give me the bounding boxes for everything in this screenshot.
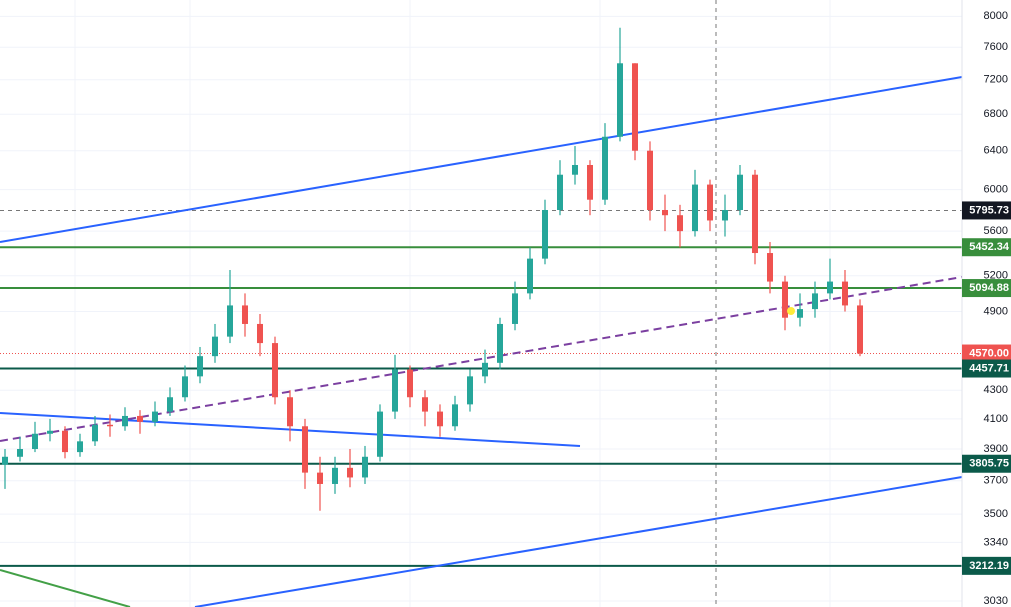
candle-body [197,356,203,377]
candle-body [602,136,608,200]
candle-body [182,376,188,398]
candle-body [857,305,863,354]
candle-body [527,258,533,294]
candle-body [722,209,728,221]
vertical-grid [74,0,831,607]
candle-body [512,293,518,324]
candle-body [77,441,83,453]
price-label-box [962,238,1011,257]
price-label: 4457.71 [969,362,1009,374]
candle-body [452,404,458,427]
trend-lines [0,76,963,607]
levels [0,209,962,567]
candle-body [362,456,368,478]
candle-body [737,174,743,210]
candle-body [257,323,263,344]
y-tick-label: 3500 [984,508,1008,520]
y-tick-label: 5200 [984,270,1008,282]
candle-body [572,164,578,175]
price-label-box [962,279,1011,298]
y-tick-label: 3700 [984,475,1008,487]
candle-body [167,397,173,412]
y-tick-label: 7200 [984,74,1008,86]
candle-body [347,467,353,478]
candle-body [467,376,473,405]
candle-body [17,449,23,457]
candle-body [752,174,758,254]
y-tick-label: 4300 [984,384,1008,396]
candle-body [647,150,653,210]
candle-body [407,369,413,398]
price-label: 5094.88 [969,282,1009,294]
y-tick-label: 4100 [984,413,1008,425]
candle-body [332,467,338,484]
candle-body [797,309,803,318]
candle-body [482,362,488,377]
price-label-box [962,201,1011,220]
candle-body [632,63,638,151]
candle-body [662,209,668,216]
price-label: 5452.34 [969,241,1010,253]
price-label: 3212.19 [969,560,1009,572]
price-axis [962,0,1011,607]
candle-body [2,456,8,465]
y-tick-label: 6400 [984,145,1008,157]
candle-body [62,430,68,453]
y-tick-label: 4900 [984,305,1008,317]
candle-body [287,397,293,427]
candle-body [377,411,383,457]
candle-body [827,281,833,294]
y-tick-label: 3900 [984,443,1008,455]
y-tick-label: 8000 [984,10,1008,22]
candle-body [707,184,713,221]
candle-body [617,63,623,137]
candle-body [152,411,158,422]
candle-body [227,305,233,337]
candle-body [497,323,503,363]
candle-body [782,281,788,318]
price-label-box [962,359,1011,378]
candle-body [107,424,113,427]
price-label-box [962,454,1011,473]
axis-labels: 3030 3340 3500 3700 3900 4100 4300 4900 5200 5600… [962,10,1011,607]
candle-body [302,426,308,473]
candle-body [92,424,98,442]
price-label: 3805.75 [969,458,1009,470]
candle-body [767,253,773,282]
candles [2,27,863,511]
candle-body [557,174,563,210]
candle-body [317,472,323,484]
candle-body [47,430,53,434]
y-tick-label: 6000 [984,183,1008,195]
candle-body [392,369,398,412]
marker [787,307,795,315]
candle-body [437,411,443,427]
candle-body [677,215,683,232]
candle-body [32,433,38,450]
candle-body [812,293,818,310]
candle-body [542,209,548,259]
y-tick-label: 7600 [984,41,1008,53]
y-tick-label: 5600 [984,225,1008,237]
price-label-box [962,556,1011,575]
candle-body [242,305,248,324]
candle-body [587,164,593,200]
y-tick-label: 3030 [984,595,1008,607]
y-tick-label: 3340 [984,536,1008,548]
candle-body [692,184,698,232]
candle-body [272,343,278,398]
candle-body [422,397,428,412]
price-label-box [962,344,1011,363]
candle-body [842,281,848,306]
y-tick-label: 6800 [984,108,1008,120]
candle-body [122,415,128,427]
candle-body [212,336,218,357]
price-label: 4570.00 [969,347,1009,359]
candle-body [137,415,143,422]
price-label: 5795.73 [969,204,1009,216]
